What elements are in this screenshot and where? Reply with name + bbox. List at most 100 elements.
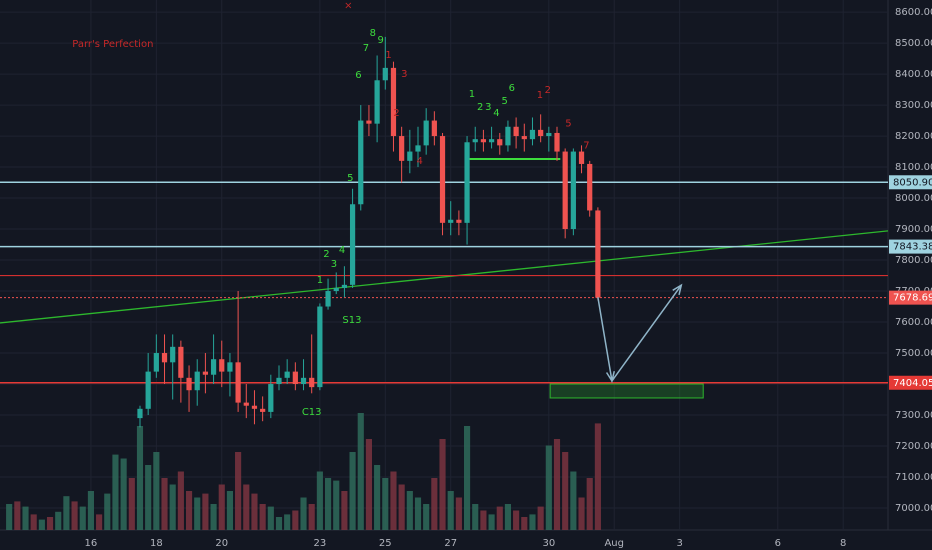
volume-bar <box>447 491 454 530</box>
annotation: 4 <box>416 156 422 167</box>
candle-body <box>407 151 413 161</box>
candle-body <box>578 151 585 164</box>
y-tick-label: 8300.00 <box>895 100 932 111</box>
volume-bar <box>480 510 487 530</box>
volume-bar <box>218 484 225 530</box>
annotation: 1 <box>317 275 323 286</box>
candle-body <box>317 306 323 388</box>
volume-bar <box>406 491 413 530</box>
x-tick-label: 16 <box>85 538 98 549</box>
volume-bar <box>586 478 593 530</box>
candle-body <box>178 346 184 378</box>
annotation: 4 <box>493 108 499 119</box>
x-tick-label: 3 <box>676 538 682 549</box>
y-tick-label: 8000.00 <box>895 193 932 204</box>
candle-body <box>268 384 274 412</box>
candle-body <box>448 219 454 223</box>
candle-body <box>595 210 601 298</box>
volume-bar <box>324 478 332 530</box>
volume-bar <box>128 478 135 530</box>
annotation: 7 <box>583 140 589 151</box>
candle-body <box>219 359 225 372</box>
volume-bar <box>333 480 340 530</box>
volume-bar <box>120 458 127 530</box>
volume-bar <box>594 423 601 530</box>
volume-bar <box>513 510 520 530</box>
volume-bar <box>382 478 389 530</box>
volume-bar <box>365 439 373 530</box>
x-tick-label: Aug <box>604 538 624 549</box>
volume-bar <box>463 426 471 530</box>
x-tick-label: 30 <box>542 538 555 549</box>
x-tick-label: 23 <box>314 538 327 549</box>
volume-bar <box>545 445 552 530</box>
volume-bar <box>79 506 86 530</box>
y-tick-label: 8400.00 <box>895 69 932 80</box>
candle-body <box>464 142 470 223</box>
volume-bar <box>55 511 62 530</box>
y-tick-label: 8500.00 <box>895 38 932 49</box>
annotation: 6 <box>355 70 361 81</box>
y-tick-label: 7500.00 <box>895 348 932 359</box>
y-tick-label: 7100.00 <box>895 472 932 483</box>
candle-body <box>300 377 307 385</box>
volume-bar <box>87 491 94 530</box>
candle-body <box>333 287 339 292</box>
volume-bar <box>194 497 201 530</box>
annotation: 1 <box>537 90 543 101</box>
price-level-box <box>889 290 932 305</box>
price-level-label: 7404.05 <box>893 378 932 389</box>
annotation: S13 <box>342 315 361 326</box>
candle-body <box>153 353 159 372</box>
volume-bar <box>6 504 13 530</box>
annotation: Parr's Perfection <box>72 39 153 50</box>
annotation: × <box>344 0 352 11</box>
volume-bar <box>30 514 37 530</box>
x-tick-label: 20 <box>215 538 228 549</box>
candle-body <box>521 136 527 140</box>
price-level-box <box>889 239 932 254</box>
volume-bar <box>145 465 152 530</box>
arrow-head <box>672 283 683 296</box>
x-tick-label: 6 <box>775 538 781 549</box>
y-tick-label: 7000.00 <box>895 503 932 514</box>
price-level-box <box>889 375 932 390</box>
volume-bar <box>46 517 54 530</box>
volume-bar <box>235 452 242 530</box>
candle-body <box>587 163 593 211</box>
volume-bar <box>38 519 45 530</box>
annotation: 2 <box>323 249 329 260</box>
candle-body <box>529 129 536 140</box>
volume-bar <box>202 493 209 530</box>
volume-bar <box>267 506 274 530</box>
candle-body <box>284 371 290 378</box>
volume-bar <box>553 439 561 530</box>
volume-bar <box>537 506 544 530</box>
candle-body <box>210 359 217 375</box>
candle-body <box>145 371 151 409</box>
candle-body <box>538 129 544 137</box>
y-tick-label: 7800.00 <box>895 255 932 266</box>
volume-bar <box>136 426 144 530</box>
volume-bar <box>374 465 381 530</box>
candle-body <box>513 126 519 137</box>
volume-bar <box>185 491 193 530</box>
annotation: 1 <box>469 89 475 100</box>
annotation: 2 <box>545 85 551 96</box>
annotation: 9 <box>378 35 384 46</box>
candle-body <box>358 120 364 205</box>
volume-bar <box>578 497 585 530</box>
volume-bar <box>292 510 299 530</box>
volume-bar <box>431 478 438 530</box>
volume-bar <box>96 514 103 530</box>
candle-body <box>546 132 552 137</box>
arrow-head <box>605 371 615 383</box>
candle-body <box>415 145 421 152</box>
volume-bar <box>398 484 405 530</box>
candle-body <box>505 126 511 146</box>
volume-bar <box>226 491 233 530</box>
y-tick-label: 7900.00 <box>895 224 932 235</box>
candle-body <box>390 67 397 137</box>
x-tick-label: 25 <box>379 538 392 549</box>
candle-body <box>349 204 356 285</box>
